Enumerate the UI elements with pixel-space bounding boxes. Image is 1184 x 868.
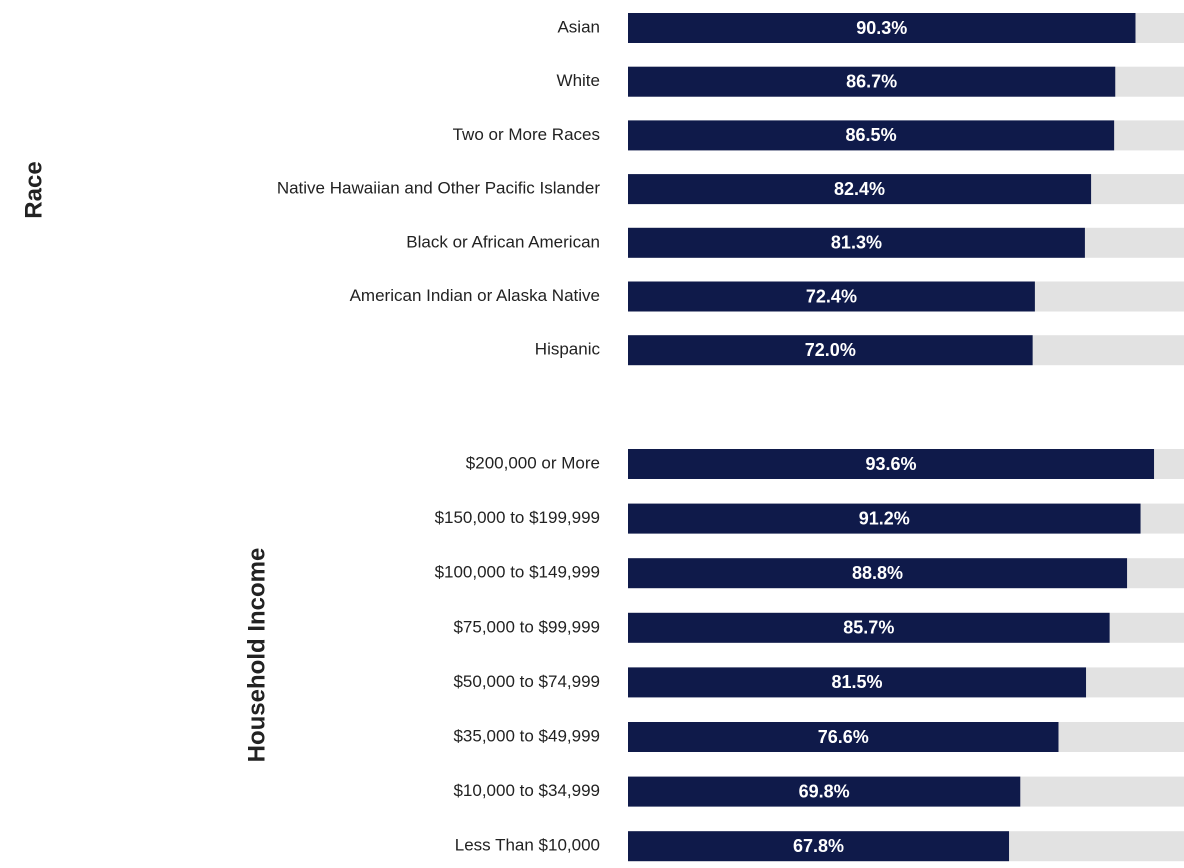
bar xyxy=(628,503,1141,534)
bar xyxy=(628,13,1136,43)
value-label: 67.8% xyxy=(793,836,844,856)
category-label: $10,000 to $34,999 xyxy=(453,781,600,800)
value-label: 82.4% xyxy=(834,179,885,199)
bar xyxy=(628,722,1059,752)
category-label: $150,000 to $199,999 xyxy=(435,508,600,527)
bar xyxy=(628,449,1155,479)
axis-label: Race xyxy=(20,161,47,218)
value-label: 91.2% xyxy=(859,508,910,528)
bar xyxy=(628,120,1115,151)
value-label: 86.5% xyxy=(846,125,897,145)
value-label: 88.8% xyxy=(852,563,903,583)
value-label: 86.7% xyxy=(846,71,897,91)
bar xyxy=(628,66,1116,97)
value-label: 72.0% xyxy=(805,340,856,360)
axis-label: Household Income xyxy=(243,548,270,763)
bar xyxy=(628,174,1092,205)
bar xyxy=(628,558,1128,589)
category-label: Native Hawaiian and Other Pacific Island… xyxy=(277,179,600,198)
category-label: Asian xyxy=(557,17,600,36)
value-label: 90.3% xyxy=(856,18,907,38)
category-label: $50,000 to $74,999 xyxy=(453,672,600,691)
bar xyxy=(628,831,1010,862)
category-label: Two or More Races xyxy=(453,125,600,144)
value-label: 69.8% xyxy=(799,781,850,801)
value-label: 76.6% xyxy=(818,727,869,747)
bar xyxy=(628,667,1087,698)
category-label: Black or African American xyxy=(406,232,600,251)
category-label: Hispanic xyxy=(535,340,601,359)
bar xyxy=(628,776,1021,807)
category-label: White xyxy=(557,71,600,90)
category-label: American Indian or Alaska Native xyxy=(350,286,600,305)
category-label: $75,000 to $99,999 xyxy=(453,617,600,636)
category-label: Less Than $10,000 xyxy=(455,836,600,855)
value-label: 81.3% xyxy=(831,233,882,253)
bar xyxy=(628,612,1110,643)
category-label: $35,000 to $49,999 xyxy=(453,726,600,745)
value-label: 93.6% xyxy=(865,454,916,474)
bar xyxy=(628,335,1033,366)
value-label: 72.4% xyxy=(806,286,857,306)
value-label: 85.7% xyxy=(843,618,894,638)
bar xyxy=(628,281,1035,312)
category-label: $100,000 to $149,999 xyxy=(435,563,600,582)
bar xyxy=(628,227,1085,258)
category-label: $200,000 or More xyxy=(466,453,600,472)
value-label: 81.5% xyxy=(831,672,882,692)
